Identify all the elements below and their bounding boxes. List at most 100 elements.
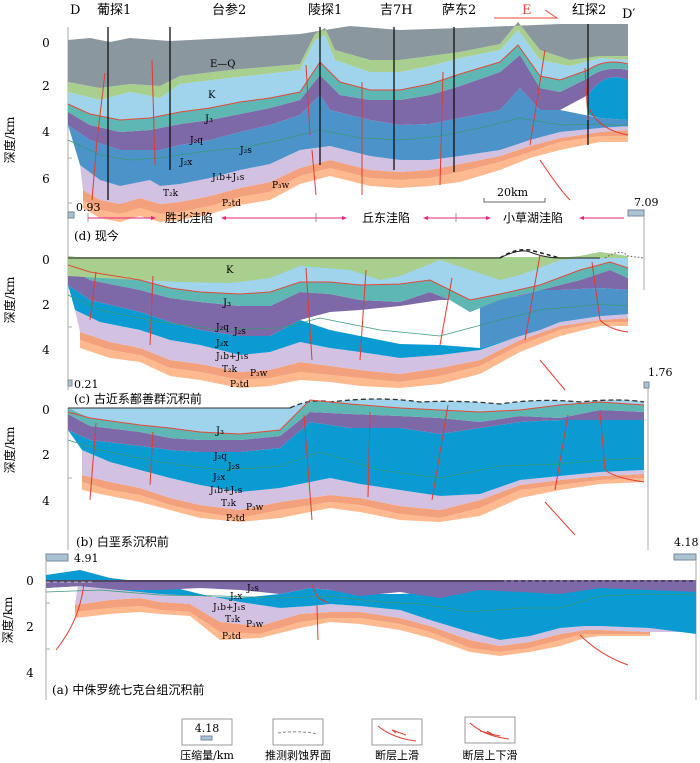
well-label: 萨东2 (442, 3, 476, 18)
layer-J1b-J1s-right (480, 288, 628, 348)
layer-J2s (68, 268, 628, 336)
layer-T2k (82, 450, 644, 510)
faults (89, 404, 645, 536)
wells (107, 24, 589, 200)
tick-label: 2 (42, 79, 50, 93)
well-label: 葡探1 (97, 3, 131, 18)
layer-P3w (75, 598, 650, 652)
legend-label: 断层上滑 (375, 748, 419, 762)
layer-P2td (83, 136, 628, 222)
layer-J2q (68, 45, 628, 132)
layer-J2x (68, 285, 628, 358)
layer-label: T₂k (225, 615, 241, 625)
layer-E-Q (68, 22, 628, 88)
panel-a: 0 2 4 深度/km J₂s J₂x J₁b+J₁s T₂k P₃w P₂td… (0, 560, 697, 700)
faults (91, 49, 629, 201)
tick-label: 0 (42, 253, 50, 267)
layer-label: P₂td (226, 514, 245, 524)
layer-J2s (68, 410, 644, 452)
tick-label: 4 (42, 343, 50, 357)
layer-label: P₃w (246, 503, 264, 513)
scale-bar (483, 198, 546, 203)
dashed-line-icon (277, 731, 319, 735)
tick-label: 2 (42, 448, 50, 462)
layer-label: J₂q (213, 452, 227, 462)
profile-end-label: D′ (622, 7, 635, 22)
layer-label: J₁b+J₁s (215, 352, 249, 362)
legend-label: 断层上下滑 (463, 748, 518, 762)
horizon-boundary (67, 117, 629, 161)
faults (55, 582, 629, 666)
panel-caption: (d) 现今 (74, 228, 119, 243)
depression-label: 胜北洼陷 (165, 210, 213, 225)
panel-caption: (a) 中侏罗统七克台组沉积前 (52, 682, 204, 697)
direction-arrow-icon (494, 9, 559, 19)
horizon-boundary (67, 261, 629, 301)
panel-d: 0 2 4 6 深度/km (2, 22, 659, 290)
layer-label: T₂k (163, 189, 179, 199)
layer-P3w (83, 130, 628, 214)
tick-label: 4 (42, 494, 50, 508)
tick-label: 0 (42, 403, 50, 417)
fault-up-icon (377, 725, 417, 742)
layer-label: E—Q (210, 59, 236, 70)
layer-J2q (68, 260, 628, 312)
layer-label: J₂x (212, 473, 225, 483)
layer-J3 (68, 30, 628, 120)
y-axis-label: 深度/km (2, 276, 17, 323)
tick-label: 4 (42, 125, 50, 139)
legend-item-shortening: 4.18 压缩量/km (180, 718, 234, 762)
layer-label: T₂k (221, 499, 237, 509)
layer-label: P₃w (246, 620, 264, 630)
legend-label: 压缩量/km (180, 749, 234, 762)
shortening-bar (45, 553, 69, 562)
scale-bar-label: 20km (497, 186, 529, 199)
layer-K (68, 22, 628, 100)
legend-item-erosion: 推测剥蚀界面 (265, 718, 331, 762)
legend-item-fault-up: 断层上滑 (371, 718, 423, 762)
shortening-value: 4.91 (74, 552, 99, 565)
inferred-erosion-surface (499, 248, 561, 259)
depression-label: 丘东洼陷 (362, 210, 410, 225)
layer-label: J₂x (179, 158, 192, 168)
panel-caption: (b) 白垩系沉积前 (76, 534, 169, 549)
layer-label: P₃w (250, 369, 268, 379)
layer-label: P₂td (230, 380, 249, 390)
tick-label: 0 (26, 574, 34, 588)
layer-P3w (80, 318, 628, 382)
layer-label: J₂x (215, 339, 228, 349)
layer-label: P₃w (272, 181, 290, 191)
layer-label: J₁b+J₁s (211, 173, 245, 183)
layer-J2s (68, 55, 628, 150)
legend-item-fault-updown: 断层上下滑 (463, 716, 518, 762)
layer-J1b-J1s (68, 88, 628, 186)
legend: 4.18 压缩量/km 推测剥蚀界面 断层上滑 断层上下滑 (180, 716, 518, 762)
profile-start-label: D (70, 3, 80, 18)
layer-label: T₂k (222, 365, 238, 375)
layer-label: J₃ (215, 426, 224, 437)
depression-label: 小草湖洼陷 (503, 210, 563, 225)
layer-label: J₁b+J₁s (212, 603, 246, 613)
horizon-boundary (67, 399, 645, 435)
shortening-bar-icon (200, 735, 213, 741)
layer-J2s (46, 580, 696, 598)
layer-label: J₂s (227, 462, 240, 472)
paleo-surface (68, 250, 600, 259)
tick-label: 2 (42, 298, 50, 312)
tick-label: 6 (42, 172, 50, 186)
horizon-boundary (67, 439, 645, 479)
layer-J3 (68, 252, 628, 300)
layer-P2td (75, 606, 650, 656)
well-label: 陵探1 (308, 3, 342, 18)
layer-T2k (75, 310, 628, 374)
shortening-value: 0.21 (74, 378, 99, 391)
layer-K-fill (68, 256, 628, 283)
horizon-boundary (67, 294, 629, 337)
horizon-boundary (67, 44, 629, 121)
inferred-erosion-surface (604, 252, 645, 259)
layer-J2q (68, 400, 644, 440)
layer-label: J₂q (215, 323, 229, 333)
layer-J3 (68, 399, 644, 434)
legend-label: 推测剥蚀界面 (265, 748, 331, 762)
layer-J2x (68, 420, 644, 496)
